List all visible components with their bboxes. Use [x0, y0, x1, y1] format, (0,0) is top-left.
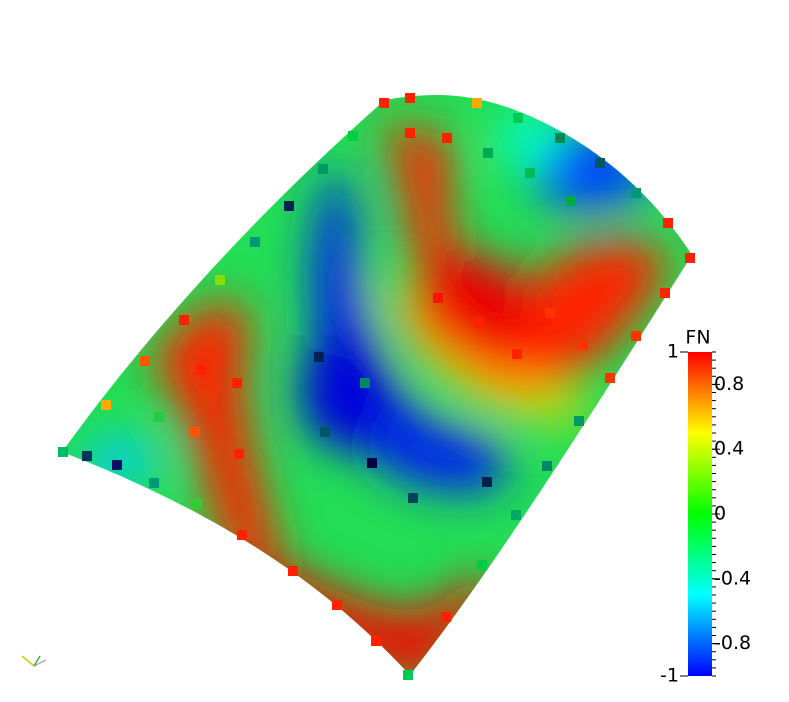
probe-markers: [58, 93, 695, 680]
tick-label: -0.8: [714, 632, 751, 654]
surface: [62, 95, 692, 676]
tick-label: 0: [714, 503, 726, 525]
max-label: 1: [667, 341, 679, 363]
colorbar-title: FN: [685, 327, 710, 349]
tick-label: 0.4: [714, 438, 744, 460]
tick-label: -0.4: [714, 567, 751, 589]
tick-label: 0.8: [714, 373, 744, 395]
colorbar: FN -0.8 -0.4 0 0.4 0.8 1 -1: [660, 327, 751, 687]
min-label: -1: [660, 665, 679, 687]
axes-triad: [21, 655, 47, 667]
colorbar-ramp: [688, 352, 712, 676]
